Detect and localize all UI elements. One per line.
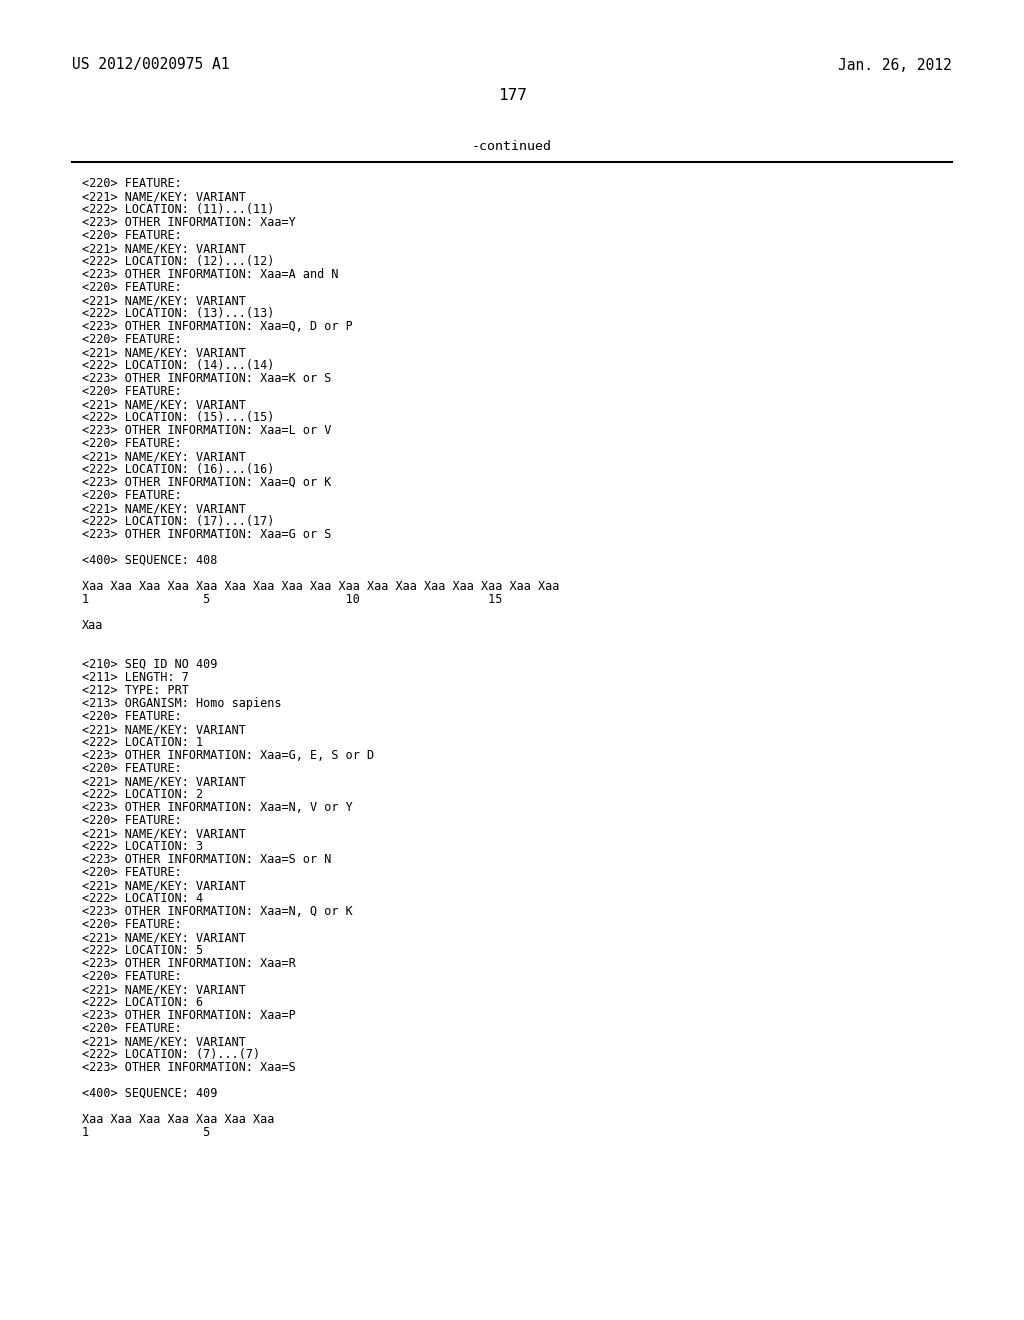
Text: US 2012/0020975 A1: US 2012/0020975 A1 [72, 58, 229, 73]
Text: <222> LOCATION: (13)...(13): <222> LOCATION: (13)...(13) [82, 308, 274, 319]
Text: <220> FEATURE:: <220> FEATURE: [82, 177, 181, 190]
Text: <220> FEATURE:: <220> FEATURE: [82, 488, 181, 502]
Text: Xaa Xaa Xaa Xaa Xaa Xaa Xaa: Xaa Xaa Xaa Xaa Xaa Xaa Xaa [82, 1113, 274, 1126]
Text: <222> LOCATION: 2: <222> LOCATION: 2 [82, 788, 203, 801]
Text: <222> LOCATION: 6: <222> LOCATION: 6 [82, 997, 203, 1008]
Text: <222> LOCATION: (17)...(17): <222> LOCATION: (17)...(17) [82, 515, 274, 528]
Text: <222> LOCATION: (12)...(12): <222> LOCATION: (12)...(12) [82, 255, 274, 268]
Text: <210> SEQ ID NO 409: <210> SEQ ID NO 409 [82, 657, 217, 671]
Text: <211> LENGTH: 7: <211> LENGTH: 7 [82, 671, 188, 684]
Text: <223> OTHER INFORMATION: Xaa=N, Q or K: <223> OTHER INFORMATION: Xaa=N, Q or K [82, 906, 352, 917]
Text: <220> FEATURE:: <220> FEATURE: [82, 917, 181, 931]
Text: <222> LOCATION: (11)...(11): <222> LOCATION: (11)...(11) [82, 203, 274, 216]
Text: <221> NAME/KEY: VARIANT: <221> NAME/KEY: VARIANT [82, 879, 246, 892]
Text: <222> LOCATION: (16)...(16): <222> LOCATION: (16)...(16) [82, 463, 274, 477]
Text: <223> OTHER INFORMATION: Xaa=K or S: <223> OTHER INFORMATION: Xaa=K or S [82, 372, 332, 385]
Text: <220> FEATURE:: <220> FEATURE: [82, 385, 181, 399]
Text: <223> OTHER INFORMATION: Xaa=G, E, S or D: <223> OTHER INFORMATION: Xaa=G, E, S or … [82, 748, 374, 762]
Text: <220> FEATURE:: <220> FEATURE: [82, 1022, 181, 1035]
Text: <221> NAME/KEY: VARIANT: <221> NAME/KEY: VARIANT [82, 502, 246, 515]
Text: <222> LOCATION: (14)...(14): <222> LOCATION: (14)...(14) [82, 359, 274, 372]
Text: <221> NAME/KEY: VARIANT: <221> NAME/KEY: VARIANT [82, 983, 246, 997]
Text: <223> OTHER INFORMATION: Xaa=Y: <223> OTHER INFORMATION: Xaa=Y [82, 216, 296, 228]
Text: <223> OTHER INFORMATION: Xaa=Q or K: <223> OTHER INFORMATION: Xaa=Q or K [82, 477, 332, 488]
Text: Jan. 26, 2012: Jan. 26, 2012 [839, 58, 952, 73]
Text: <223> OTHER INFORMATION: Xaa=S: <223> OTHER INFORMATION: Xaa=S [82, 1061, 296, 1074]
Text: <221> NAME/KEY: VARIANT: <221> NAME/KEY: VARIANT [82, 1035, 246, 1048]
Text: <212> TYPE: PRT: <212> TYPE: PRT [82, 684, 188, 697]
Text: <220> FEATURE:: <220> FEATURE: [82, 333, 181, 346]
Text: <221> NAME/KEY: VARIANT: <221> NAME/KEY: VARIANT [82, 190, 246, 203]
Text: <222> LOCATION: (7)...(7): <222> LOCATION: (7)...(7) [82, 1048, 260, 1061]
Text: <223> OTHER INFORMATION: Xaa=N, V or Y: <223> OTHER INFORMATION: Xaa=N, V or Y [82, 801, 352, 814]
Text: <221> NAME/KEY: VARIANT: <221> NAME/KEY: VARIANT [82, 828, 246, 840]
Text: <223> OTHER INFORMATION: Xaa=L or V: <223> OTHER INFORMATION: Xaa=L or V [82, 424, 332, 437]
Text: 1                5                   10                  15: 1 5 10 15 [82, 593, 503, 606]
Text: <222> LOCATION: (15)...(15): <222> LOCATION: (15)...(15) [82, 411, 274, 424]
Text: <223> OTHER INFORMATION: Xaa=A and N: <223> OTHER INFORMATION: Xaa=A and N [82, 268, 339, 281]
Text: <400> SEQUENCE: 408: <400> SEQUENCE: 408 [82, 554, 217, 568]
Text: <220> FEATURE:: <220> FEATURE: [82, 762, 181, 775]
Text: <221> NAME/KEY: VARIANT: <221> NAME/KEY: VARIANT [82, 450, 246, 463]
Text: <223> OTHER INFORMATION: Xaa=R: <223> OTHER INFORMATION: Xaa=R [82, 957, 296, 970]
Text: <221> NAME/KEY: VARIANT: <221> NAME/KEY: VARIANT [82, 294, 246, 308]
Text: <222> LOCATION: 5: <222> LOCATION: 5 [82, 944, 203, 957]
Text: <220> FEATURE:: <220> FEATURE: [82, 710, 181, 723]
Text: <221> NAME/KEY: VARIANT: <221> NAME/KEY: VARIANT [82, 346, 246, 359]
Text: <223> OTHER INFORMATION: Xaa=G or S: <223> OTHER INFORMATION: Xaa=G or S [82, 528, 332, 541]
Text: <221> NAME/KEY: VARIANT: <221> NAME/KEY: VARIANT [82, 242, 246, 255]
Text: <213> ORGANISM: Homo sapiens: <213> ORGANISM: Homo sapiens [82, 697, 282, 710]
Text: <220> FEATURE:: <220> FEATURE: [82, 437, 181, 450]
Text: <222> LOCATION: 1: <222> LOCATION: 1 [82, 737, 203, 748]
Text: <221> NAME/KEY: VARIANT: <221> NAME/KEY: VARIANT [82, 399, 246, 411]
Text: <222> LOCATION: 4: <222> LOCATION: 4 [82, 892, 203, 906]
Text: <222> LOCATION: 3: <222> LOCATION: 3 [82, 840, 203, 853]
Text: <220> FEATURE:: <220> FEATURE: [82, 866, 181, 879]
Text: Xaa: Xaa [82, 619, 103, 632]
Text: <221> NAME/KEY: VARIANT: <221> NAME/KEY: VARIANT [82, 931, 246, 944]
Text: <400> SEQUENCE: 409: <400> SEQUENCE: 409 [82, 1086, 217, 1100]
Text: <223> OTHER INFORMATION: Xaa=P: <223> OTHER INFORMATION: Xaa=P [82, 1008, 296, 1022]
Text: <223> OTHER INFORMATION: Xaa=S or N: <223> OTHER INFORMATION: Xaa=S or N [82, 853, 332, 866]
Text: <220> FEATURE:: <220> FEATURE: [82, 814, 181, 828]
Text: 177: 177 [498, 87, 526, 103]
Text: Xaa Xaa Xaa Xaa Xaa Xaa Xaa Xaa Xaa Xaa Xaa Xaa Xaa Xaa Xaa Xaa Xaa: Xaa Xaa Xaa Xaa Xaa Xaa Xaa Xaa Xaa Xaa … [82, 579, 559, 593]
Text: <220> FEATURE:: <220> FEATURE: [82, 228, 181, 242]
Text: <221> NAME/KEY: VARIANT: <221> NAME/KEY: VARIANT [82, 775, 246, 788]
Text: <221> NAME/KEY: VARIANT: <221> NAME/KEY: VARIANT [82, 723, 246, 737]
Text: <220> FEATURE:: <220> FEATURE: [82, 281, 181, 294]
Text: <223> OTHER INFORMATION: Xaa=Q, D or P: <223> OTHER INFORMATION: Xaa=Q, D or P [82, 319, 352, 333]
Text: -continued: -continued [472, 140, 552, 153]
Text: <220> FEATURE:: <220> FEATURE: [82, 970, 181, 983]
Text: 1                5: 1 5 [82, 1126, 210, 1139]
